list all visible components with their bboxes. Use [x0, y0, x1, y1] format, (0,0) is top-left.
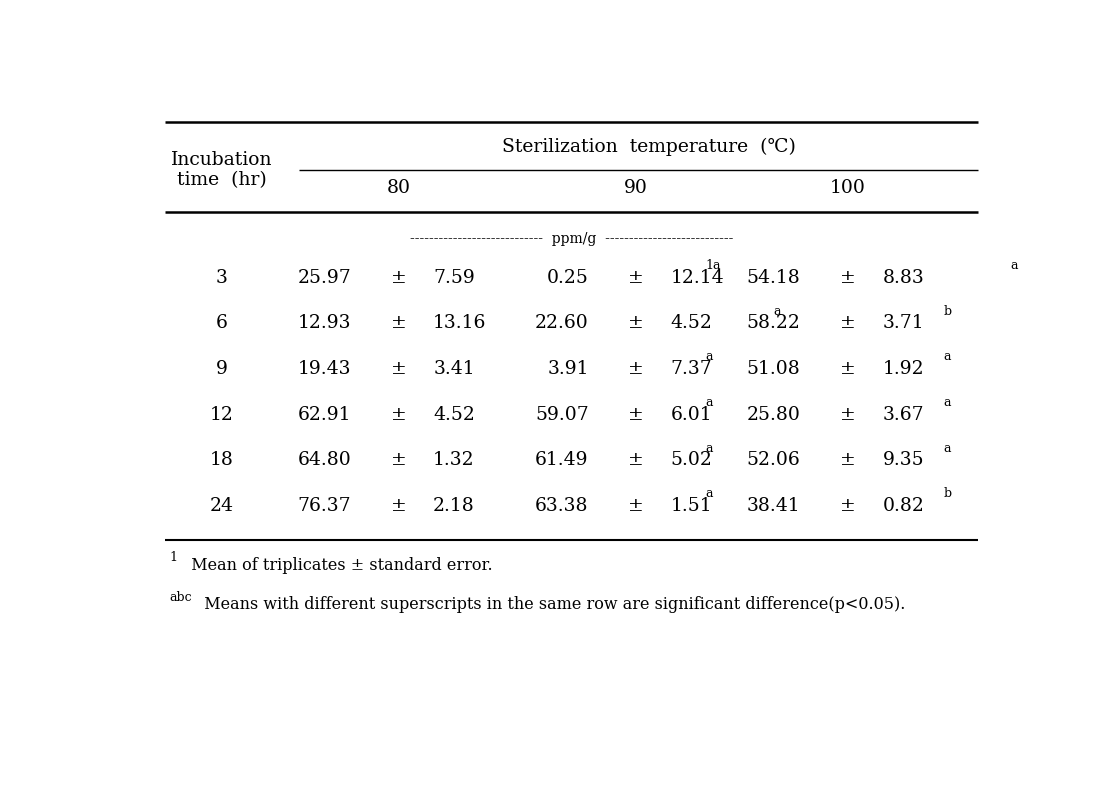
Text: 1.51: 1.51: [671, 497, 712, 515]
Text: ±: ±: [629, 314, 644, 332]
Text: a: a: [706, 396, 714, 409]
Text: a: a: [943, 396, 951, 409]
Text: 4.52: 4.52: [433, 406, 475, 424]
Text: 6: 6: [215, 314, 227, 332]
Text: 13.16: 13.16: [433, 314, 486, 332]
Text: Means with different superscripts in the same row are significant difference(p<0: Means with different superscripts in the…: [194, 596, 905, 613]
Text: 59.07: 59.07: [535, 406, 589, 424]
Text: ±: ±: [840, 360, 856, 378]
Text: 80: 80: [387, 179, 410, 197]
Text: 52.06: 52.06: [747, 452, 801, 469]
Text: a: a: [943, 350, 951, 363]
Text: 64.80: 64.80: [298, 452, 351, 469]
Text: Sterilization  temperature  (℃): Sterilization temperature (℃): [502, 138, 796, 156]
Text: 9.35: 9.35: [883, 452, 924, 469]
Text: time  (hr): time (hr): [176, 172, 266, 190]
Text: ±: ±: [840, 406, 856, 424]
Text: 1.92: 1.92: [883, 360, 924, 378]
Text: 1.32: 1.32: [433, 452, 475, 469]
Text: 3.67: 3.67: [883, 406, 924, 424]
Text: a: a: [706, 350, 714, 363]
Text: ±: ±: [629, 497, 644, 515]
Text: Mean of triplicates ± standard error.: Mean of triplicates ± standard error.: [181, 557, 493, 573]
Text: 9: 9: [215, 360, 227, 378]
Text: 3: 3: [215, 269, 227, 286]
Text: 0.25: 0.25: [546, 269, 589, 286]
Text: 3.91: 3.91: [547, 360, 589, 378]
Text: 12: 12: [210, 406, 233, 424]
Text: b: b: [943, 487, 951, 501]
Text: 58.22: 58.22: [747, 314, 801, 332]
Text: ±: ±: [840, 452, 856, 469]
Text: 22.60: 22.60: [535, 314, 589, 332]
Text: ±: ±: [390, 269, 407, 286]
Text: 90: 90: [624, 179, 648, 197]
Text: 4.52: 4.52: [671, 314, 712, 332]
Text: a: a: [943, 441, 951, 455]
Text: ±: ±: [390, 314, 407, 332]
Text: 63.38: 63.38: [535, 497, 589, 515]
Text: Incubation: Incubation: [171, 151, 272, 168]
Text: 100: 100: [830, 179, 866, 197]
Text: 6.01: 6.01: [671, 406, 712, 424]
Text: 38.41: 38.41: [747, 497, 801, 515]
Text: 12.14: 12.14: [671, 269, 725, 286]
Text: 24: 24: [210, 497, 233, 515]
Text: ±: ±: [390, 497, 407, 515]
Text: 25.80: 25.80: [747, 406, 801, 424]
Text: 8.83: 8.83: [883, 269, 924, 286]
Text: ±: ±: [629, 452, 644, 469]
Text: 19.43: 19.43: [298, 360, 351, 378]
Text: 61.49: 61.49: [535, 452, 589, 469]
Text: ±: ±: [629, 406, 644, 424]
Text: 3.71: 3.71: [883, 314, 924, 332]
Text: 0.82: 0.82: [883, 497, 924, 515]
Text: 2.18: 2.18: [433, 497, 475, 515]
Text: 25.97: 25.97: [298, 269, 351, 286]
Text: 62.91: 62.91: [298, 406, 351, 424]
Text: ----------------------------  ppm/g  ---------------------------: ---------------------------- ppm/g -----…: [409, 233, 734, 246]
Text: a: a: [773, 305, 780, 318]
Text: abc: abc: [169, 591, 192, 604]
Text: 76.37: 76.37: [298, 497, 351, 515]
Text: 1: 1: [169, 551, 177, 564]
Text: 18: 18: [210, 452, 233, 469]
Text: ±: ±: [390, 452, 407, 469]
Text: ±: ±: [629, 269, 644, 286]
Text: 3.41: 3.41: [433, 360, 475, 378]
Text: ±: ±: [840, 269, 856, 286]
Text: ±: ±: [840, 314, 856, 332]
Text: 7.37: 7.37: [671, 360, 712, 378]
Text: 54.18: 54.18: [747, 269, 801, 286]
Text: ±: ±: [390, 406, 407, 424]
Text: 51.08: 51.08: [747, 360, 801, 378]
Text: 5.02: 5.02: [671, 452, 712, 469]
Text: a: a: [1011, 259, 1018, 272]
Text: 12.93: 12.93: [298, 314, 351, 332]
Text: ±: ±: [840, 497, 856, 515]
Text: b: b: [943, 305, 951, 318]
Text: 7.59: 7.59: [433, 269, 475, 286]
Text: 1a: 1a: [706, 259, 721, 272]
Text: ±: ±: [390, 360, 407, 378]
Text: a: a: [706, 441, 714, 455]
Text: a: a: [706, 487, 714, 501]
Text: ±: ±: [629, 360, 644, 378]
